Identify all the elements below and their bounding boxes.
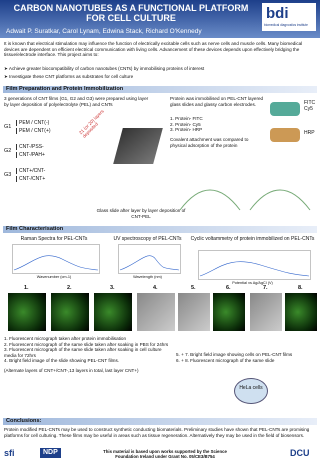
caption: 5. + 7. Bright field image showing cells… (176, 352, 293, 357)
caption: 3. Fluorescent micrograph of the same sl… (4, 347, 162, 358)
captions-left: 1. Fluorescent micrograph taken after pr… (4, 336, 172, 373)
image-number: 8. (298, 285, 303, 291)
section-heading: Film Preparation and Protein Immobilizat… (3, 86, 317, 93)
tag: HRP (304, 130, 315, 136)
slide (113, 128, 163, 164)
image-number: 5. (191, 285, 196, 291)
protein-icon (270, 128, 300, 142)
slide-caption: Glass slide after layer by layer deposit… (96, 208, 186, 219)
chart-xlabel: Wavelength (nm) (133, 275, 162, 279)
group-item: PEM / CNT(-) (16, 120, 49, 126)
image-number: 4. (153, 285, 158, 291)
protein-item: 2. Protein- Cy5 (170, 121, 201, 127)
micrograph (250, 293, 282, 331)
caption: 1. Fluorescent micrograph taken after pr… (4, 336, 127, 341)
protein-text: Protein was immobilised on PEL-CNT layer… (170, 96, 264, 107)
bullet: ➤ Achieve greater biocompatibility of ca… (4, 66, 205, 71)
image-number: 2. (67, 285, 72, 291)
protein-item: 1. Protein- FITC (170, 116, 203, 121)
sponsor-logo: sfi (4, 448, 15, 458)
group-item: CNT-/CNT+ (16, 176, 45, 182)
protein-item: 3. Protein- HRP (170, 127, 203, 132)
chart-plot (12, 244, 100, 274)
intro: It is known that electrical stimulation … (4, 41, 303, 57)
image-number: 6. (226, 285, 231, 291)
group-item: PEM / CNT(+) (16, 128, 51, 134)
sponsor-logo: DCU (290, 448, 310, 458)
micrograph (51, 293, 89, 331)
tag: FITC (304, 100, 316, 106)
chart-title: Cyclic voltammetry of protein immobilize… (190, 236, 315, 242)
caption: (Alternate layers of CNT+/CNT-,13 layers… (4, 367, 139, 373)
covalent-text: Covalent attachment was compared to phys… (170, 137, 249, 148)
tag: Cy5 (304, 106, 313, 112)
micrograph (213, 293, 245, 331)
chart-xlabel: Wavenumber (cm-1) (36, 275, 72, 279)
micrograph (178, 293, 210, 331)
bullet: ➤ Investigate these CNT platforms as sub… (4, 74, 134, 79)
sponsor-logo: NDP (40, 448, 61, 459)
caption: 4. Bright field image of the slide showi… (4, 358, 120, 363)
captions-right: 5. + 7. Bright field image showing cells… (176, 352, 316, 363)
group-label: G1 (4, 124, 12, 130)
logo: bdi (266, 5, 289, 22)
bullet-text: Investigate these CNT platforms as subst… (9, 74, 134, 79)
micrograph (137, 293, 175, 331)
caption: 2. Fluorescent micrograph of the same sl… (4, 341, 169, 347)
conclusions: Protein modified PEL-CNTs may be used to… (4, 427, 310, 438)
group-item: CNT-/PSS- (16, 144, 44, 150)
micrograph (285, 293, 317, 331)
section-heading: Film Characterisation (3, 226, 317, 233)
cell-diagram: HeLa cells (234, 378, 268, 404)
footer-text: This material is based upon works suppor… (103, 449, 227, 460)
group-item: CNT-/PAH+ (16, 152, 45, 158)
protein-list: 1. Protein- FITC 2. Protein- Cy5 3. Protei… (170, 116, 265, 133)
micrograph (8, 293, 46, 331)
chart-xlabel: Potential vs Ag/AgCl (V) (232, 281, 273, 285)
chart-plot (118, 244, 181, 274)
image-number: 1. (24, 285, 29, 291)
chart-title: UV spectroscopy of PEL-CNTs (113, 236, 182, 242)
section-heading: Conclusions: (3, 418, 317, 425)
bullet-text: Achieve greater biocompatibility of carb… (8, 66, 205, 71)
group-item: CNT+/CNT- (16, 168, 45, 174)
chart-plot (198, 250, 311, 280)
caption: 6. + 8. Fluorescent micrograph of the sa… (176, 357, 275, 363)
title: CARBON NANOTUBES AS A FUNCTIONAL PLATFOR… (13, 3, 249, 24)
prep-text: 3 generations of CNT films (G1, G2 and G… (4, 96, 149, 107)
image-number: 3. (110, 285, 115, 291)
image-number: 7. (263, 285, 268, 291)
chart-title: Raman Spectra for PEL-CNTs (20, 236, 88, 242)
authors: Adwait P. Suratkar, Carol Lynam, Edwina … (6, 28, 202, 35)
micrograph (94, 293, 132, 331)
group-label: G2 (4, 148, 12, 154)
electrode-sketch (179, 189, 311, 211)
groups: G1 PEM / CNT(-) PEM / CNT(+) G2 CNT-/PSS- CNT… (4, 120, 124, 190)
logo-box (262, 3, 316, 31)
group-label: G3 (4, 172, 12, 178)
protein-icon (270, 102, 300, 116)
logo-sub: biomedical diagnostics institute (264, 23, 308, 27)
